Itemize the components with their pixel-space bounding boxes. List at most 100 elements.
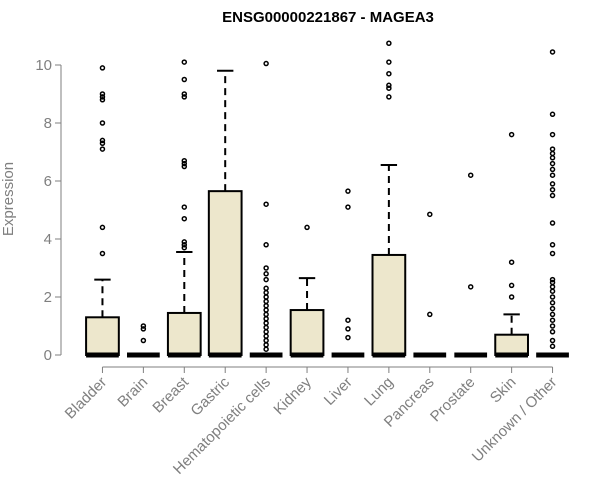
outlier-point [549,305,556,312]
outlier-point [345,188,351,194]
outlier-point [99,91,106,97]
iqr-box [371,253,407,356]
outlier-point [263,307,269,313]
x-tick-label: Kidney [270,373,315,418]
box-pancreas [413,211,447,358]
outlier-point [263,289,269,296]
x-tick-label: Prostate [427,374,479,426]
box-prostate [454,172,488,358]
outlier-point [386,40,392,46]
outlier-point [345,334,351,341]
outlier-point [549,250,556,257]
y-tick-label: 2 [44,289,52,306]
y-tick-label: 6 [44,173,52,190]
box-unknown-other [536,49,569,358]
x-tick-label: Liver [321,374,356,409]
iqr-box [207,190,243,356]
outlier-point [140,323,147,329]
outlier-point [263,320,269,326]
outlier-point [304,224,310,231]
outlier-point [549,343,556,350]
outlier-point [508,131,515,138]
outlier-point [99,94,106,100]
outlier-point [99,120,106,126]
outlier-point [549,337,556,344]
y-tick-label: 0 [44,347,52,364]
outlier-point [549,150,556,157]
outlier-point [549,279,556,286]
outlier-point [263,201,269,207]
outlier-point [345,204,351,210]
box-hematopoietic-cells [249,60,283,358]
outlier-point [99,140,106,147]
iqr-box [289,309,325,356]
outlier-point [140,326,147,332]
y-tick-label: 10 [35,57,52,74]
outlier-point [263,265,269,271]
outlier-point [386,82,392,89]
y-tick-label: 8 [44,115,52,132]
outlier-point [181,94,188,100]
x-tick-label: Brain [114,374,151,411]
outlier-point [263,60,269,67]
outlier-point [140,337,147,344]
outlier-point [263,271,269,277]
box-kidney [289,224,325,358]
outlier-point [549,172,556,178]
boxes [85,40,569,358]
outlier-point [263,276,269,283]
outlier-point [263,298,269,305]
iqr-box [85,316,120,356]
outlier-point [181,76,188,83]
y-tick-label: 4 [44,231,52,248]
outlier-point [549,311,556,318]
box-bladder [85,65,120,358]
box-lung [371,40,407,358]
outlier-point [508,282,515,289]
outlier-point [386,85,392,91]
outlier-point [263,285,269,292]
outlier-point [181,244,188,251]
outlier-point [181,163,188,170]
iqr-box [494,333,529,357]
outlier-point [549,131,556,138]
outlier-point [263,329,269,335]
outlier-point [549,284,556,290]
y-axis-label: Expression [0,162,17,236]
outlier-point [263,324,269,331]
outlier-point [549,146,556,152]
outlier-point [263,333,269,339]
outlier-point [549,288,556,294]
box-breast [166,59,202,358]
outlier-point [99,65,106,71]
outlier-point [386,94,392,100]
outlier-point [549,317,556,323]
outlier-point [467,172,474,178]
outlier-point [549,166,556,173]
outlier-point [549,276,556,283]
outlier-point [386,59,392,65]
outlier-point [263,316,269,322]
outlier-point [263,302,269,309]
outlier-point [549,300,556,306]
outlier-point [263,242,269,248]
outlier-point [181,157,188,164]
outlier-point [549,160,556,167]
outlier-point [99,146,106,152]
outlier-point [181,242,188,248]
outlier-point [181,239,188,245]
iqr-box [166,311,202,357]
outlier-point [99,97,106,103]
outlier-point [549,111,556,118]
x-tick-label: Bladder [62,374,111,423]
outlier-point [99,224,106,231]
outlier-point [549,329,556,335]
outlier-point [549,192,556,199]
outlier-point [427,311,433,318]
outlier-point [549,49,556,55]
outlier-point [99,137,106,144]
outlier-point [263,311,269,318]
box-brain [127,323,160,358]
x-tick-label: Lung [361,374,397,410]
